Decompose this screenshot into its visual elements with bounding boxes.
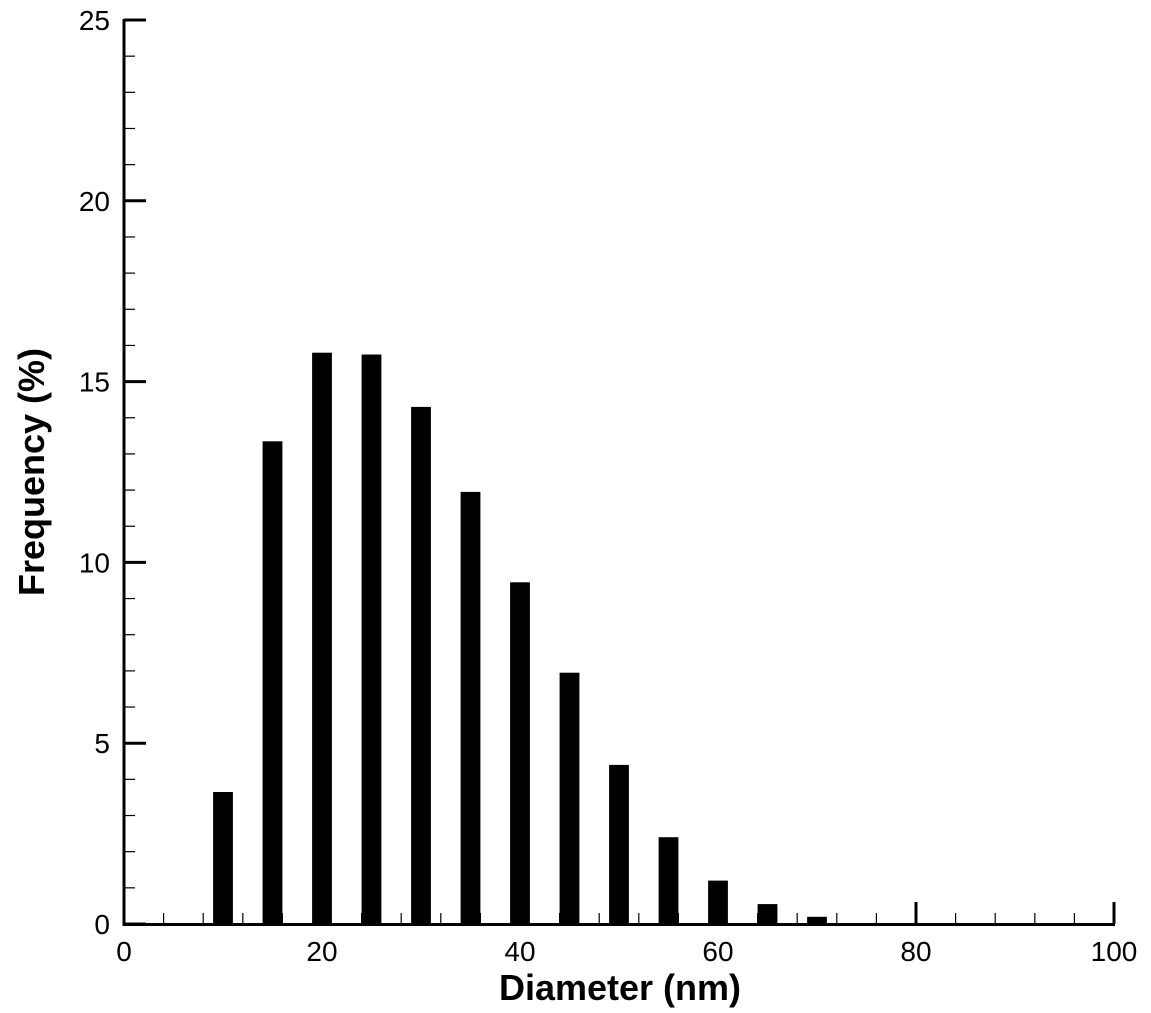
y-tick-label: 5 — [94, 728, 110, 759]
x-tick-label: 100 — [1091, 936, 1138, 967]
bar-70 — [807, 916, 827, 924]
y-tick-label: 20 — [79, 186, 110, 217]
x-tick-label: 0 — [116, 936, 132, 967]
x-axis-title: Diameter (nm) — [499, 967, 741, 1008]
x-tick-label: 80 — [900, 936, 931, 967]
tick-labels: 0 20 40 60 80 100 0 5 10 15 20 25 — [79, 5, 1138, 967]
y-tick-label: 0 — [94, 909, 110, 940]
x-tick-label: 20 — [306, 936, 337, 967]
bar-45 — [559, 672, 580, 924]
bar-30 — [411, 406, 431, 924]
y-tick-label: 25 — [79, 5, 110, 36]
bar-15 — [262, 441, 283, 924]
bar-10 — [213, 792, 233, 924]
y-tick-label: 15 — [79, 367, 110, 398]
y-axis-title: Frequency (%) — [11, 348, 52, 596]
bar-55 — [658, 837, 679, 924]
bar-40 — [510, 582, 530, 924]
bar-20 — [312, 352, 332, 924]
x-tick-label: 60 — [702, 936, 733, 967]
bar-25 — [361, 354, 382, 924]
bar-60 — [708, 880, 728, 924]
bar-50 — [609, 764, 629, 924]
axes — [122, 19, 1115, 926]
bar-65 — [757, 904, 778, 924]
bars — [213, 352, 827, 924]
x-tick-label: 40 — [504, 936, 535, 967]
y-tick-label: 10 — [79, 547, 110, 578]
bar-35 — [460, 491, 481, 924]
